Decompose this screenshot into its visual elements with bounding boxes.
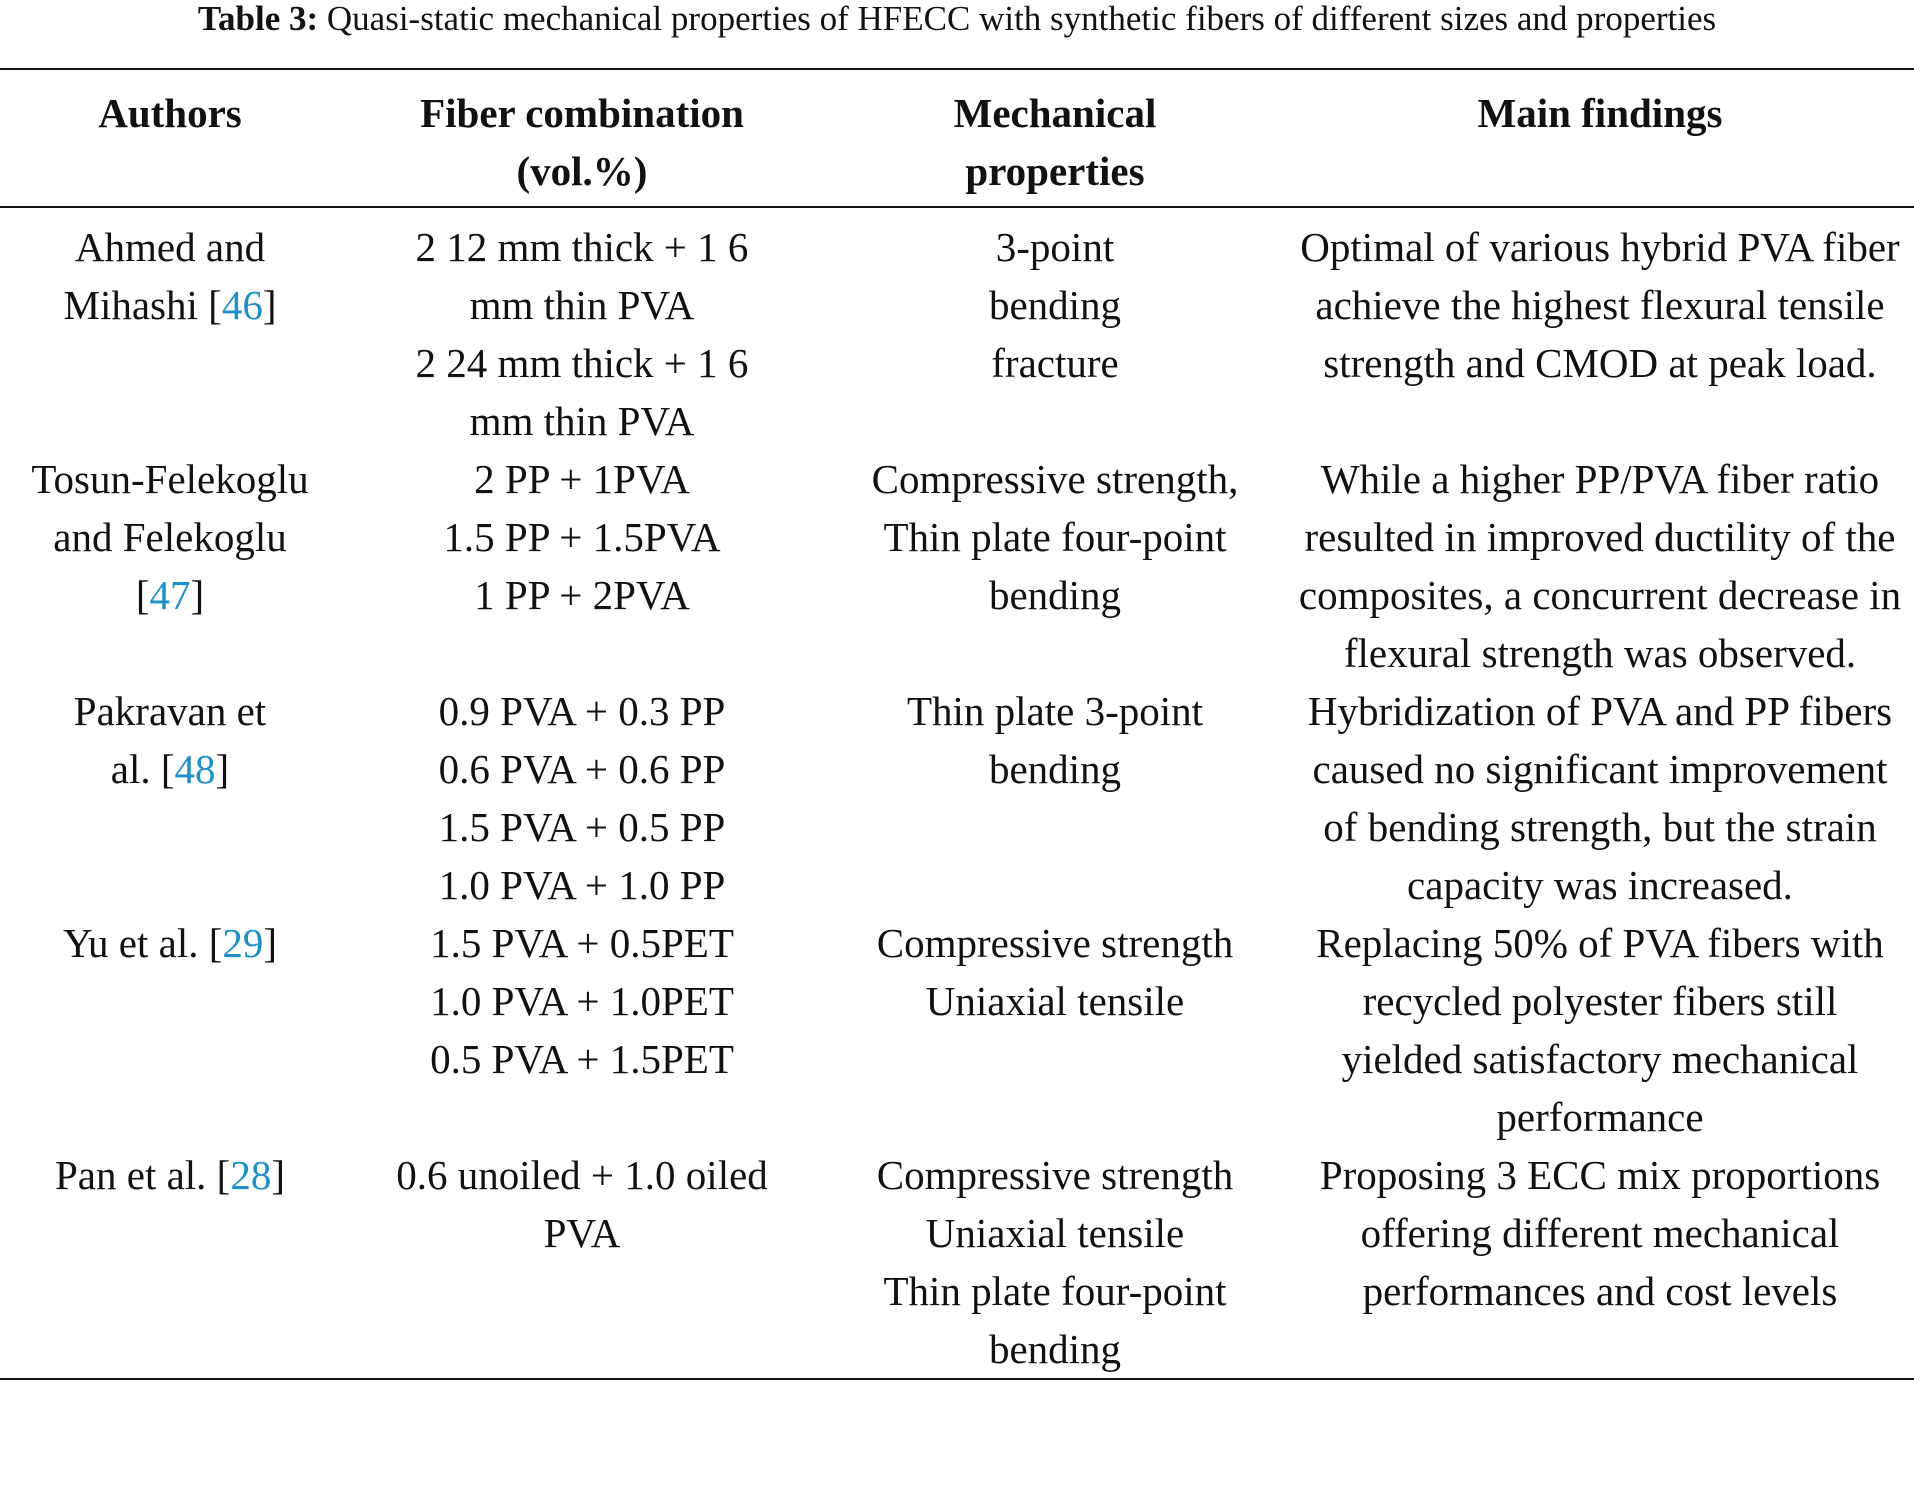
fiber-cell: 2 12 mm thick + 1 6 mm thin PVA 2 24 mm … [415, 224, 749, 444]
header-authors: Authors [0, 69, 340, 208]
header-fiber-combination: Fiber combination (vol.%) [340, 69, 824, 208]
header-main-findings: Main findings [1286, 69, 1914, 208]
mechanical-cell: Compressive strength Uniaxial tensile [876, 920, 1234, 1024]
fiber-cell: 2 PP + 1PVA 1.5 PP + 1.5PVA 1 PP + 2PVA [443, 456, 721, 618]
mechanical-cell: Compressive strength Uniaxial tensile Th… [876, 1152, 1234, 1372]
citation-link[interactable]: 29 [222, 920, 264, 966]
mechanical-cell: Compressive strength, Thin plate four-po… [871, 456, 1239, 618]
author-cell: Yu et al. [29] [62, 920, 278, 966]
finding-cell: Replacing 50% of PVA fibers with recycle… [1316, 920, 1884, 1140]
table-caption: Table 3: Quasi-static mechanical propert… [0, 0, 1914, 42]
table-title: Quasi-static mechanical properties of HF… [326, 0, 1717, 38]
fiber-cell: 0.9 PVA + 0.3 PP 0.6 PVA + 0.6 PP 1.5 PV… [438, 688, 726, 908]
author-cell: Ahmed and Mihashi [46] [63, 224, 277, 328]
table-row: Ahmed and Mihashi [46] 2 12 mm thick + 1… [0, 207, 1914, 450]
citation-link[interactable]: 46 [221, 282, 263, 328]
table-label: Table 3: [197, 0, 319, 38]
data-table: Authors Fiber combination (vol.%) Mechan… [0, 68, 1914, 1380]
table-row: Yu et al. [29] 1.5 PVA + 0.5PET 1.0 PVA … [0, 914, 1914, 1146]
finding-cell: Proposing 3 ECC mix proportions offering… [1319, 1152, 1881, 1314]
header-row: Authors Fiber combination (vol.%) Mechan… [0, 69, 1914, 208]
fiber-cell: 1.5 PVA + 0.5PET 1.0 PVA + 1.0PET 0.5 PV… [430, 920, 734, 1082]
citation-link[interactable]: 48 [174, 746, 216, 792]
author-cell: Pan et al. [28] [55, 1152, 285, 1198]
author-cell: Tosun-Felekoglu and Felekoglu [47] [31, 456, 309, 618]
table-row: Pan et al. [28] 0.6 unoiled + 1.0 oiled … [0, 1146, 1914, 1379]
finding-cell: While a higher PP/PVA fiber ratio result… [1298, 456, 1902, 676]
table-row: Pakravan et al. [48] 0.9 PVA + 0.3 PP 0.… [0, 682, 1914, 914]
mechanical-cell: Thin plate 3-point bending [906, 688, 1204, 792]
citation-link[interactable]: 47 [149, 572, 191, 618]
header-mechanical-properties: Mechanical properties [824, 69, 1286, 208]
mechanical-cell: 3-point bending fracture [988, 224, 1122, 386]
author-cell: Pakravan et al. [48] [73, 688, 267, 792]
finding-cell: Optimal of various hybrid PVA fiber achi… [1300, 224, 1900, 386]
finding-cell: Hybridization of PVA and PP fibers cause… [1307, 688, 1893, 908]
table-row: Tosun-Felekoglu and Felekoglu [47] 2 PP … [0, 450, 1914, 682]
fiber-cell: 0.6 unoiled + 1.0 oiled PVA [396, 1152, 768, 1256]
citation-link[interactable]: 28 [230, 1152, 272, 1198]
